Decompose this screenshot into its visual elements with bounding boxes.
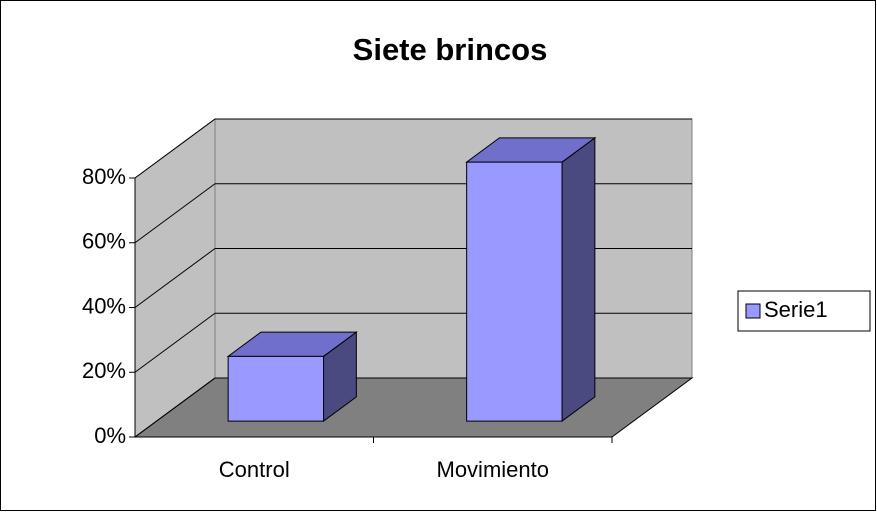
grid-line	[134, 183, 216, 244]
y-tick-label: 20%	[82, 358, 126, 383]
x-tick-label: Movimiento	[437, 457, 549, 482]
grid-line	[134, 312, 216, 373]
x-tick-label: Control	[219, 457, 290, 482]
chart-title: Siete brincos	[353, 32, 548, 67]
y-tick-label: 0%	[94, 423, 126, 448]
bar	[466, 161, 563, 422]
grid-line	[134, 248, 216, 308]
bar-side	[561, 136, 596, 423]
y-tick-label: 80%	[82, 164, 126, 189]
bar	[227, 355, 325, 422]
y-tick-label: 40%	[82, 293, 126, 318]
y-tick-label: 60%	[82, 229, 126, 254]
legend-swatch	[745, 303, 761, 319]
legend-label: Serie1	[764, 297, 828, 322]
floor	[133, 377, 694, 438]
grid-line	[134, 118, 216, 179]
grid-line	[134, 377, 216, 438]
